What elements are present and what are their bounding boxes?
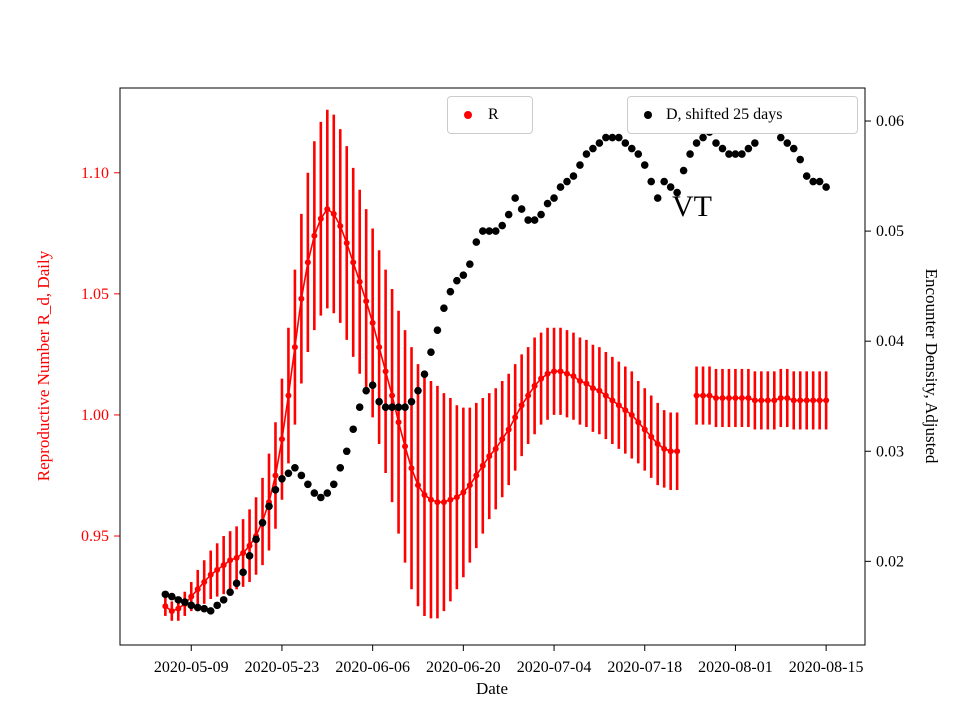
- right-axis-label: Encounter Density, Adjusted: [922, 268, 941, 464]
- svg-text:0.05: 0.05: [876, 223, 904, 240]
- svg-text:2020-05-23: 2020-05-23: [245, 659, 320, 676]
- svg-text:2020-07-04: 2020-07-04: [517, 659, 592, 676]
- legend-r: R: [447, 96, 533, 134]
- svg-text:2020-06-06: 2020-06-06: [335, 659, 410, 676]
- svg-text:0.04: 0.04: [876, 333, 904, 350]
- legend-r-label: R: [488, 106, 499, 123]
- svg-text:2020-07-18: 2020-07-18: [607, 659, 682, 676]
- svg-text:2020-05-09: 2020-05-09: [154, 659, 229, 676]
- x-axis-label: Date: [475, 679, 509, 698]
- svg-text:0.03: 0.03: [876, 443, 904, 460]
- svg-text:2020-08-01: 2020-08-01: [698, 659, 773, 676]
- legend-d-marker-icon: [644, 111, 652, 119]
- svg-text:2020-06-20: 2020-06-20: [426, 659, 501, 676]
- svg-text:0.95: 0.95: [81, 528, 109, 545]
- state-annotation: VT: [672, 190, 712, 223]
- left-axis-label: Reproductive Number R_d, Daily: [34, 250, 53, 482]
- svg-text:1.10: 1.10: [81, 165, 109, 182]
- svg-text:0.02: 0.02: [876, 553, 904, 570]
- legend-d: D, shifted 25 days: [627, 96, 858, 134]
- legend-r-marker-icon: [464, 111, 472, 119]
- svg-text:0.06: 0.06: [876, 113, 904, 130]
- svg-text:1.00: 1.00: [81, 407, 109, 424]
- svg-text:2020-08-15: 2020-08-15: [789, 659, 864, 676]
- legend-d-label: D, shifted 25 days: [666, 106, 783, 123]
- svg-text:1.05: 1.05: [81, 286, 109, 303]
